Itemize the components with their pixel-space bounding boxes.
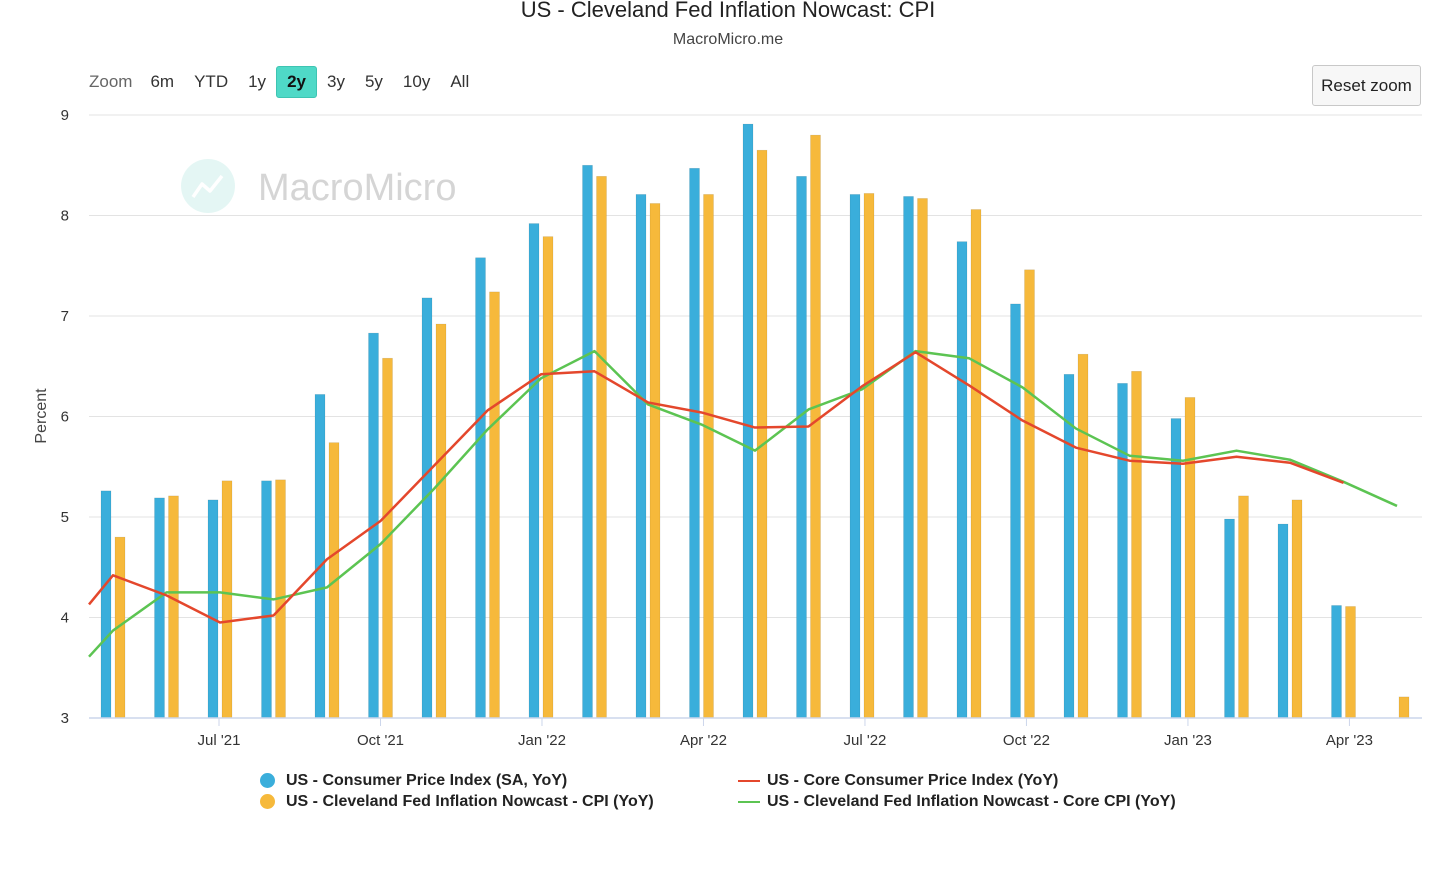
bar-nowcast-cpi (810, 134, 821, 719)
bar-cpi (314, 394, 326, 719)
x-tick-label: Apr '22 (680, 732, 727, 749)
zoom-6m-button[interactable]: 6m (150, 72, 175, 91)
legend-nowcast-cpi-marker (260, 794, 275, 809)
bar-nowcast-cpi (1345, 606, 1356, 719)
bar-nowcast-cpi (542, 236, 554, 719)
legend-item-core-cpi[interactable]: US - Core Consumer Price Index (YoY) (738, 770, 1176, 791)
watermark-chart-icon (191, 174, 224, 198)
bar-cpi (528, 223, 540, 719)
y-tick-label: 3 (61, 710, 69, 727)
y-tick-label: 5 (61, 509, 69, 526)
chart-subtitle: MacroMicro.me (672, 31, 784, 48)
zoom-3y-button[interactable]: 3y (326, 72, 345, 91)
y-axis: 3 4 5 6 7 8 9 (61, 107, 69, 727)
legend-cpi-marker (260, 773, 275, 788)
bar-nowcast-cpi (1398, 696, 1410, 719)
zoom-bar: Zoom 6m YTD 1y 2y 3y 5y 10y All (89, 66, 479, 98)
bar-nowcast-cpi (756, 149, 768, 719)
y-tick-label: 7 (61, 308, 69, 325)
x-tick-label: Jan '23 (1164, 732, 1212, 749)
legend-core-cpi-marker (738, 779, 760, 782)
chart-plot: MacroMicro 3 4 5 6 7 8 9 Percent Jul '21 Oct '2… (33, 107, 1422, 749)
bar-nowcast-cpi (1131, 370, 1142, 719)
bar-cpi (796, 176, 807, 719)
legend-right: US - Core Consumer Price Index (YoY) US … (738, 770, 1176, 812)
bar-cpi (635, 194, 647, 719)
legend-cpi-label: US - Consumer Price Index (SA, YoY) (286, 771, 568, 789)
bar-cpi (1010, 303, 1021, 719)
bar-nowcast-cpi (1024, 269, 1035, 719)
bar-nowcast-cpi (917, 198, 928, 719)
bar-nowcast-cpi (168, 495, 179, 719)
legend-item-nowcast-cpi[interactable]: US - Cleveland Fed Inflation Nowcast - C… (260, 791, 654, 812)
x-tick-label: Jul '22 (844, 732, 887, 749)
bar-cpi (100, 490, 112, 719)
y-axis-label: Percent (33, 388, 50, 444)
lines (88, 349, 1398, 658)
bar-cpi (475, 257, 486, 719)
bar-nowcast-cpi (435, 323, 447, 719)
zoom-label: Zoom (89, 72, 133, 91)
bar-cpi (421, 297, 433, 719)
bar-cpi (207, 499, 219, 719)
bar-nowcast-cpi (863, 193, 875, 719)
bar-nowcast-cpi (703, 194, 714, 719)
zoom-2y-button[interactable]: 2y (276, 66, 317, 98)
bar-cpi (689, 167, 700, 719)
bar-nowcast-cpi (1291, 499, 1303, 719)
legend-item-cpi[interactable]: US - Consumer Price Index (SA, YoY) (260, 770, 654, 791)
reset-zoom-button[interactable]: Reset zoom (1312, 65, 1421, 106)
line-core-cpi (88, 350, 1344, 624)
bars (100, 123, 1410, 719)
bar-cpi (742, 123, 754, 719)
watermark-text: MacroMicro (258, 167, 456, 209)
bar-nowcast-cpi (1238, 495, 1249, 719)
bar-cpi (154, 497, 165, 719)
bar-cpi (1117, 383, 1128, 719)
bar-cpi (849, 194, 861, 719)
bar-nowcast-cpi (489, 291, 500, 719)
y-tick-label: 6 (61, 409, 69, 426)
bar-nowcast-cpi (596, 176, 607, 719)
y-tick-label: 4 (61, 610, 69, 627)
bar-nowcast-cpi (1184, 397, 1196, 719)
bar-nowcast-cpi (649, 203, 661, 719)
bar-cpi (1277, 523, 1289, 719)
zoom-all-button[interactable]: All (450, 72, 470, 91)
zoom-ytd-button[interactable]: YTD (194, 72, 229, 91)
legend-left: US - Consumer Price Index (SA, YoY) US -… (260, 770, 654, 812)
bar-cpi (582, 164, 593, 719)
watermark: MacroMicro (181, 159, 456, 213)
y-tick-label: 9 (61, 107, 69, 124)
bar-nowcast-cpi (970, 209, 982, 719)
bar-cpi (903, 196, 914, 719)
watermark-logo-icon (181, 159, 235, 213)
zoom-5y-button[interactable]: 5y (364, 72, 383, 91)
x-tick-label: Jul '21 (198, 732, 241, 749)
legend-nowcast-core-marker (738, 800, 760, 803)
bar-cpi (956, 241, 968, 719)
bar-cpi (1331, 605, 1342, 719)
chart-title: US - Cleveland Fed Inflation Nowcast: CP… (520, 0, 936, 22)
x-axis: Jul '21 Oct '21 Jan '22 Apr '22 Jul '22 Oct '… (89, 717, 1422, 749)
x-tick-label: Oct '22 (1003, 732, 1050, 749)
legend-item-nowcast-core[interactable]: US - Cleveland Fed Inflation Nowcast - C… (738, 791, 1176, 812)
x-tick-label: Oct '21 (357, 732, 404, 749)
line-nowcast-core-cpi (88, 349, 1398, 658)
legend-core-cpi-label: US - Core Consumer Price Index (YoY) (767, 771, 1059, 789)
x-tick-label: Jan '22 (518, 732, 566, 749)
bar-cpi (1224, 518, 1235, 719)
zoom-1y-button[interactable]: 1y (248, 72, 267, 91)
legend-nowcast-core-label: US - Cleveland Fed Inflation Nowcast - C… (767, 792, 1176, 810)
legend-nowcast-cpi-label: US - Cleveland Fed Inflation Nowcast - C… (286, 792, 654, 810)
bar-nowcast-cpi (221, 480, 233, 719)
zoom-10y-button[interactable]: 10y (402, 72, 431, 91)
y-tick-label: 8 (61, 208, 69, 225)
bar-nowcast-cpi (1077, 353, 1089, 719)
x-tick-label: Apr '23 (1326, 732, 1373, 749)
